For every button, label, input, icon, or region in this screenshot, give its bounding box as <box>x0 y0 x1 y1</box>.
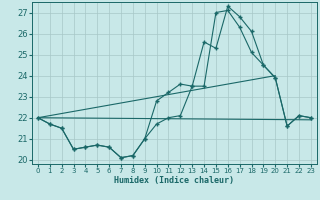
X-axis label: Humidex (Indice chaleur): Humidex (Indice chaleur) <box>115 176 234 185</box>
